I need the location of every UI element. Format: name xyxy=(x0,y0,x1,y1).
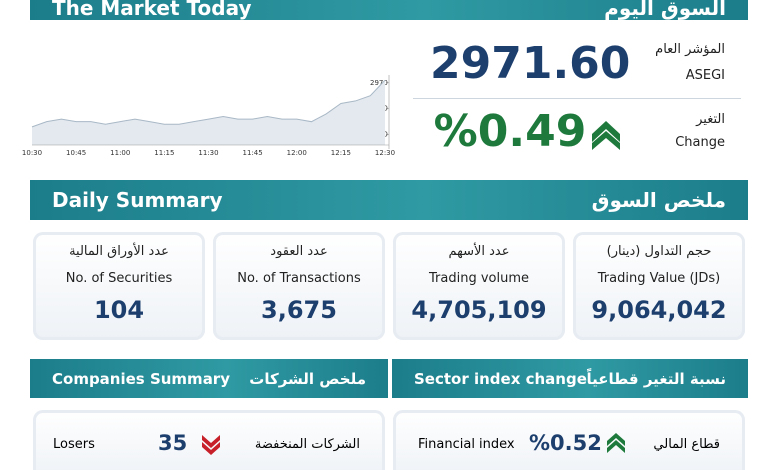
area-fill xyxy=(32,80,385,145)
daily-summary-bar: Daily Summary ملخص السوق xyxy=(30,180,748,220)
losers-value: 35 xyxy=(158,431,188,455)
daily-summary-title-ar: ملخص السوق xyxy=(591,188,726,212)
daily-summary-title-en: Daily Summary xyxy=(52,188,223,212)
card-label-en: Trading volume xyxy=(429,271,529,286)
losers-label-en: Losers xyxy=(53,437,95,452)
losers-card: Losers 35 الشركات المنخفضة xyxy=(33,410,385,470)
financial-label-en: Financial index xyxy=(418,437,515,452)
companies-title-ar: ملخص الشركات xyxy=(249,369,366,388)
header-bar: The Market Today السوق اليوم xyxy=(30,0,748,20)
x-tick-label: 12:15 xyxy=(331,149,351,157)
x-tick-label: 10:45 xyxy=(66,149,86,157)
sector-title-en: Sector index change xyxy=(414,369,587,388)
area-line xyxy=(31,79,386,128)
card-label-ar: عدد العقود xyxy=(270,244,328,259)
x-tick-label: 11:45 xyxy=(243,149,263,157)
mini-chart: 29502960297010:3010:4511:0011:1511:3011:… xyxy=(22,75,395,157)
financial-label-ar: قطاع المالي xyxy=(653,437,720,452)
companies-title-en: Companies Summary xyxy=(52,369,230,388)
card-value: 3,675 xyxy=(261,296,337,324)
index-label-ar: المؤشر العام xyxy=(655,42,725,57)
change-label-ar: التغير xyxy=(696,112,725,127)
index-value: 2971.60 xyxy=(430,38,631,89)
financial-card: Financial index %0.52 قطاع المالي xyxy=(393,410,745,470)
sector-title-ar: نسبة التغير قطاعياً xyxy=(586,369,726,388)
card-value: 4,705,109 xyxy=(411,296,547,324)
header-title-en: The Market Today xyxy=(52,0,252,20)
summary-card: عدد الأسهم Trading volume 4,705,109 xyxy=(393,232,565,340)
card-value: 9,064,042 xyxy=(591,296,727,324)
x-tick-label: 12:30 xyxy=(375,149,395,157)
card-label-en: Trading Value (JDs) xyxy=(597,271,721,286)
companies-summary-bar: Companies Summary ملخص الشركات xyxy=(30,359,388,398)
summary-card: عدد العقود No. of Transactions 3,675 xyxy=(213,232,385,340)
card-label-ar: عدد الأسهم xyxy=(448,244,510,259)
losers-label-ar: الشركات المنخفضة xyxy=(254,437,360,452)
divider xyxy=(413,98,741,99)
header-title-ar: السوق اليوم xyxy=(604,0,726,20)
down-chevron xyxy=(202,435,220,455)
summary-card: عدد الأوراق المالية No. of Securities 104 xyxy=(33,232,205,340)
card-label-en: No. of Securities xyxy=(65,271,173,286)
card-value: 104 xyxy=(93,296,145,324)
up-chevron-small xyxy=(607,433,625,453)
summary-card: حجم التداول (دينار) Trading Value (JDs) 9,… xyxy=(573,232,745,340)
x-tick-label: 11:15 xyxy=(154,149,174,157)
change-value: %0.49 xyxy=(433,106,587,157)
x-tick-label: 10:30 xyxy=(22,149,42,157)
x-tick-label: 11:00 xyxy=(110,149,130,157)
card-label-en: No. of Transactions xyxy=(237,271,361,286)
financial-value: %0.52 xyxy=(529,431,602,455)
up-chevron xyxy=(592,121,620,150)
x-tick-label: 12:00 xyxy=(287,149,307,157)
card-label-ar: عدد الأوراق المالية xyxy=(69,244,169,259)
change-label-en: Change xyxy=(675,135,725,150)
card-label-ar: حجم التداول (دينار) xyxy=(606,244,712,259)
index-label-en: ASEGI xyxy=(685,68,725,83)
y-tick-label: 2970 xyxy=(370,79,388,87)
x-tick-label: 11:30 xyxy=(198,149,218,157)
sector-change-bar: Sector index change نسبة التغير قطاعياً xyxy=(392,359,748,398)
